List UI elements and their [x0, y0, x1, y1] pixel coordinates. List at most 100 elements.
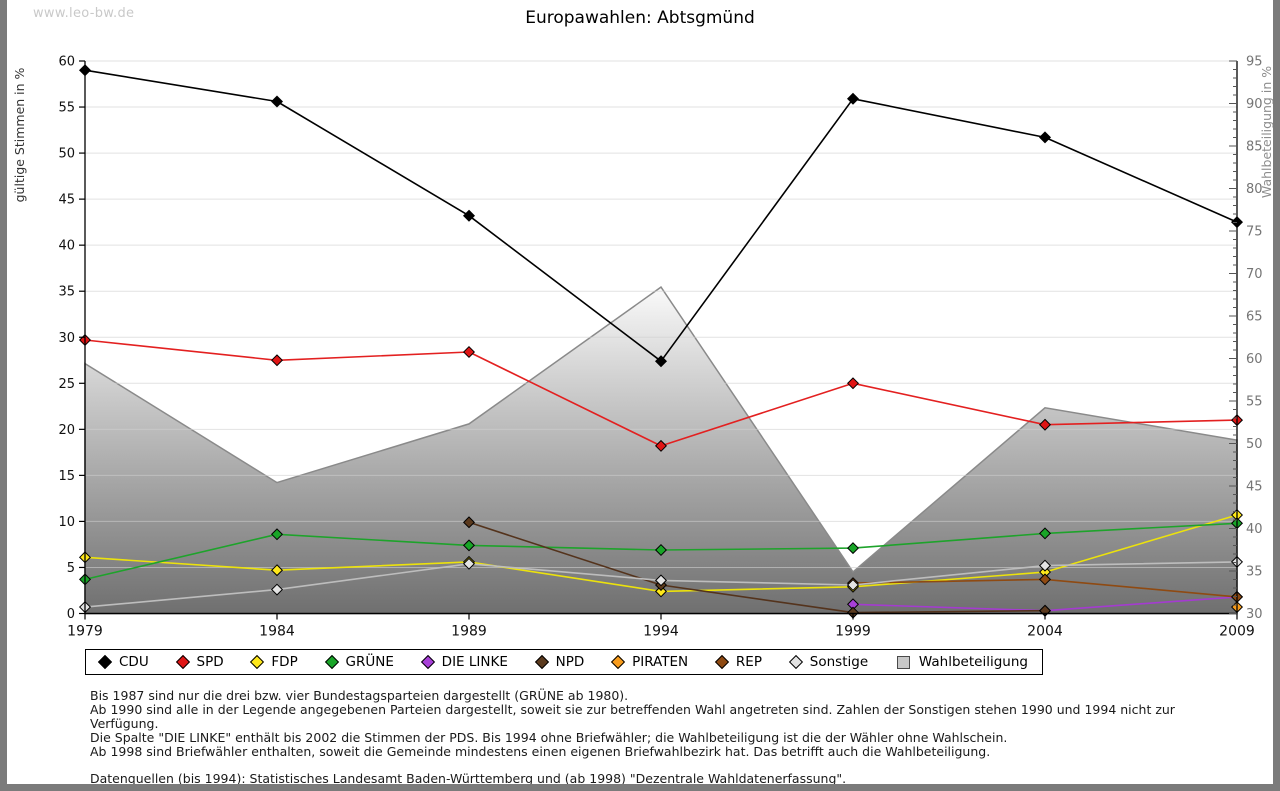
spd-marker	[1038, 418, 1052, 431]
x-tick-label: 1999	[835, 624, 871, 640]
right-tick-label: 60	[1246, 352, 1263, 367]
cdu-diamond-icon	[97, 654, 113, 670]
gr-ne-marker	[462, 539, 476, 552]
right-tick-label: 65	[1246, 310, 1263, 325]
right-axis-title: Wahlbeteiligung in %	[1259, 66, 1274, 198]
spd-diamond-icon	[175, 654, 190, 670]
footnotes: Bis 1987 sind nur die drei bzw. vier Bun…	[90, 688, 1233, 786]
footnote-line: Ab 1998 sind Briefwähler enthalten, sowe…	[90, 743, 991, 759]
legend-label: Wahlbeteiligung	[918, 654, 1028, 670]
legend-label: CDU	[119, 654, 149, 670]
sonstige-marker	[654, 574, 668, 587]
legend-item-spd: SPD	[175, 654, 224, 670]
cdu-marker	[846, 92, 860, 105]
right-tick-label: 30	[1246, 607, 1263, 622]
election-line-chart: 0 5 10 15 20 25 30 35 40 45 50 55 60 30 35 40 45 50 55 60 65…	[12, 55, 1274, 640]
left-tick-label: 30	[58, 331, 75, 346]
right-tick-label: 50	[1246, 437, 1263, 452]
piraten-diamond-icon	[611, 654, 626, 670]
wahlbeteiligung-square-icon	[896, 655, 910, 669]
die-linke-diamond-icon	[420, 654, 435, 670]
sonstige-marker	[270, 583, 284, 596]
gr-ne-marker	[270, 528, 284, 541]
legend-label: PIRATEN	[632, 654, 689, 670]
cdu-marker	[270, 95, 284, 108]
legend-item-gr-ne: GRÜNE	[324, 654, 394, 670]
x-tick-label: 1989	[451, 624, 487, 640]
x-tick-label: 1994	[643, 624, 679, 640]
legend-label: SPD	[196, 654, 224, 670]
rep-marker	[1038, 573, 1052, 586]
cdu-marker	[654, 355, 668, 368]
left-tick-label: 40	[58, 239, 75, 254]
footnote-line: Ab 1990 sind alle in der Legende angegeb…	[90, 701, 1175, 731]
gr-ne-marker	[654, 543, 668, 557]
sonstige-marker	[846, 578, 860, 592]
rep-diamond-icon	[714, 654, 729, 670]
legend-item-npd: NPD	[534, 654, 585, 670]
left-tick-label: 10	[58, 515, 75, 530]
sonstige-marker	[462, 557, 476, 570]
left-tick-label: 5	[67, 561, 75, 576]
left-tick-label: 50	[58, 147, 75, 162]
sonstige-diamond-icon	[788, 654, 803, 670]
legend-item-fdp: FDP	[250, 654, 298, 670]
cdu-marker	[462, 209, 476, 222]
left-tick-label: 45	[58, 193, 75, 208]
page-title: Europawahlen: Abtsgmünd	[525, 8, 755, 28]
spd-marker	[654, 439, 668, 452]
gr-ne-diamond-icon	[324, 654, 339, 670]
watermark: www.leo-bw.de	[33, 6, 135, 21]
left-tick-label: 15	[58, 469, 75, 484]
legend-label: GRÜNE	[345, 654, 394, 670]
legend-item-wahlbeteiligung: Wahlbeteiligung	[896, 654, 1028, 670]
x-tick-label: 2009	[1219, 624, 1255, 640]
right-tick-label: 90	[1246, 97, 1263, 112]
spd-marker	[270, 354, 284, 367]
legend-item-rep: REP	[714, 654, 762, 670]
npd-marker	[462, 516, 476, 529]
x-tick-label: 1979	[67, 624, 103, 640]
legend-label: NPD	[555, 654, 585, 670]
legend: CDU SPD FDP GRÜNE DIE LINKE NPD PIRATEN REP Sons…	[85, 649, 1043, 675]
footnote-line: Die Spalte "DIE LINKE" enthält bis 2002 …	[90, 729, 1008, 745]
legend-label: DIE LINKE	[441, 654, 508, 670]
left-tick-label: 55	[58, 101, 75, 116]
footnote-line: Bis 1987 sind nur die drei bzw. vier Bun…	[90, 688, 629, 703]
left-tick-label: 0	[67, 607, 75, 622]
x-tick-label: 2004	[1027, 624, 1063, 640]
sonstige-marker	[1038, 559, 1052, 572]
left-tick-label: 60	[58, 55, 75, 70]
right-tick-label: 75	[1246, 225, 1263, 240]
right-tick-label: 85	[1246, 140, 1263, 155]
right-tick-label: 40	[1246, 522, 1263, 537]
gr-ne-marker	[1038, 527, 1052, 540]
x-tick-label: 1984	[259, 624, 295, 640]
fdp-marker	[654, 585, 668, 598]
right-tick-label: 70	[1246, 267, 1263, 282]
right-tick-label: 45	[1246, 480, 1263, 495]
legend-item-die-linke: DIE LINKE	[420, 654, 508, 670]
left-tick-label: 20	[58, 423, 75, 438]
left-tick-label: 35	[58, 285, 75, 300]
left-tick-label: 25	[58, 377, 75, 392]
fdp-diamond-icon	[250, 654, 265, 670]
legend-label: FDP	[271, 654, 298, 670]
spd-marker	[462, 345, 476, 359]
right-tick-label: 35	[1246, 565, 1263, 580]
right-tick-label: 55	[1246, 395, 1263, 410]
gr-ne-marker	[846, 542, 860, 555]
left-axis-title: gültige Stimmen in %	[12, 67, 27, 202]
fdp-marker	[270, 564, 284, 577]
source-line: Datenquellen (bis 1994): Statistisches L…	[90, 770, 847, 786]
right-tick-label: 80	[1246, 182, 1263, 197]
npd-line	[468, 521, 1046, 614]
cdu-marker	[1038, 131, 1052, 144]
legend-item-piraten: PIRATEN	[611, 654, 689, 670]
right-tick-label: 95	[1246, 55, 1263, 70]
npd-diamond-icon	[534, 654, 549, 670]
legend-item-sonstige: Sonstige	[788, 654, 869, 670]
spd-marker	[846, 377, 860, 390]
legend-label: Sonstige	[809, 654, 869, 670]
